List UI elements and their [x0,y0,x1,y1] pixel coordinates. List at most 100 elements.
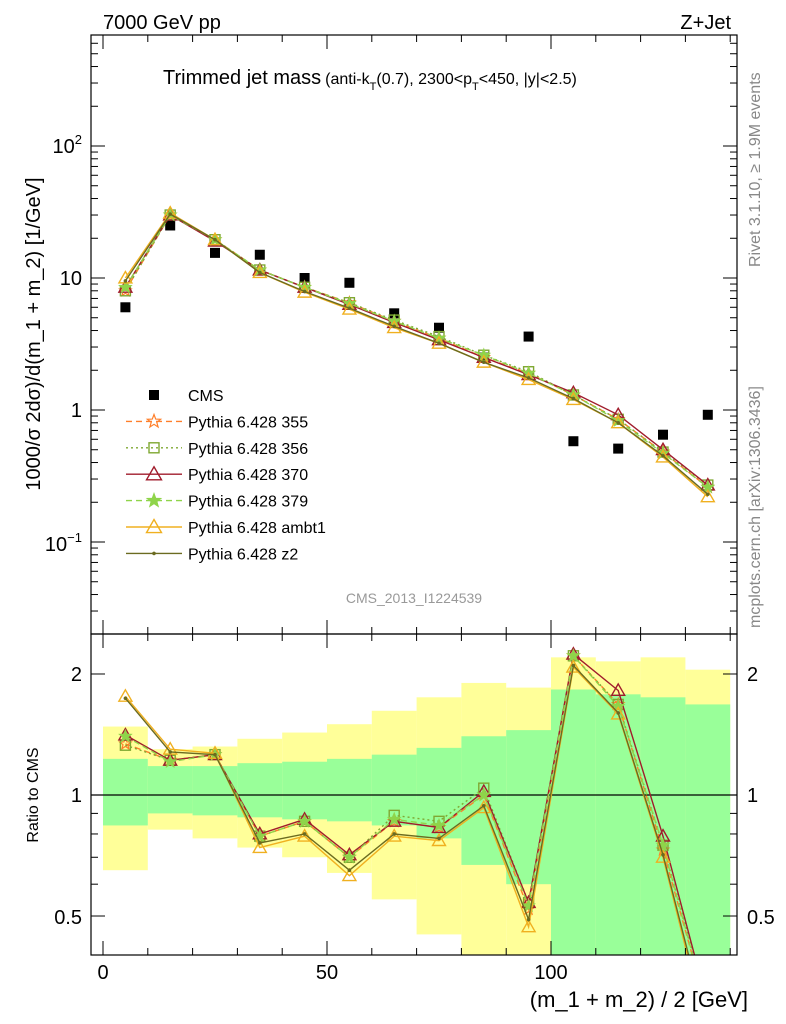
z2-marker [347,306,352,311]
cms-data-point [254,249,265,260]
p379-marker [118,728,133,743]
cms-data-point [702,409,713,420]
ambt1-marker [207,745,223,759]
ambt1-marker [610,414,626,429]
z2-marker [213,752,217,757]
uncertainty-band-inner [685,704,731,955]
z2-marker [616,420,620,425]
ambt1-marker [655,449,671,463]
ratio-y-tick-left-2: 2 [71,664,82,686]
ratio-z2-line [124,664,690,955]
x-tick-label-0: 0 [97,962,108,984]
ambt1-marker [655,849,671,863]
y-tick-label-10: 10 [60,268,82,290]
ratio-y-tick-right-2: 2 [747,664,758,686]
p370-marker [431,819,447,834]
z2-marker [123,279,128,283]
ambt1-marker [252,839,268,854]
z2-marker [661,852,665,857]
legend-ambt1-label: Pythia 6.428 ambt1 [188,520,326,537]
ambt1-marker [341,301,358,315]
y-tick-label-1: 1 [71,400,82,422]
cms-data-point [299,273,310,283]
z2-marker [526,376,531,380]
ambt1-marker [341,867,358,882]
ratio-y-tick-left-0.5: 0.5 [54,907,82,929]
cms-data-point [613,443,624,454]
p355-marker [145,412,163,429]
p379-marker [145,491,163,508]
ambt1-marker [117,688,134,702]
z2-marker [302,832,307,836]
ambt1-marker [565,659,582,673]
plot-title: Trimmed jet mass (anti-kT(0.7), 2300<pT<4… [163,67,577,93]
uncertainty-band-inner [551,689,596,955]
ratio-ticks [91,634,737,955]
y-tick-base: 10 [45,534,67,556]
legend-cms-marker [149,390,159,400]
source-label: mcplots.cern.ch [arXiv:1306.3436] [747,386,764,628]
x-axis-title: (m_1 + m_2) / 2 [GeV] [530,987,748,1012]
rivet-version-label: Rivet 3.1.10, ≥ 1.9M events [747,72,764,267]
main-y-ticks [91,35,737,634]
process-label: Z+Jet [680,12,731,34]
legend-entry-p355: Pythia 6.428 355 [126,412,308,431]
ambt1-marker [431,832,447,847]
ambt1-marker [162,205,178,219]
p379-marker [386,811,402,826]
z2-marker [706,492,710,497]
z2-marker [347,868,352,873]
title-note-1: (anti-k [325,71,370,88]
p370-marker [145,465,163,481]
uncertainty-band-inner [192,766,238,816]
legend-entry-p379: Pythia 6.428 379 [126,491,308,511]
legend-entry-cms: CMS [149,388,224,405]
beam-label: 7000 GeV pp [103,12,221,34]
x-tick-label-50: 50 [316,962,338,984]
p355-line [124,214,709,488]
ambt1-marker [207,231,223,246]
y-tick-exponent: −1 [67,530,82,545]
cms-data-point [658,429,668,440]
p356-line [124,214,709,486]
uncertainty-band-inner [282,761,327,820]
ratio-z2-series [123,663,690,955]
z2-marker [392,832,397,836]
main-panel: 10−1 1 10 102 1000/σ 2dσ)/d(m_1 + m_2) [… [23,34,738,635]
p379-marker [610,698,626,713]
z2-marker [482,360,486,365]
uncertainty-band-inner [327,758,372,822]
x-tick-label-100: 100 [534,962,567,984]
legend-cms-label: CMS [188,388,224,405]
z2-marker [616,711,620,715]
z2-series [123,212,710,497]
p379-marker [566,648,581,662]
p379-marker [162,753,178,769]
p379-marker [342,849,357,864]
legend-entry-z2: Pythia 6.428 z2 [126,546,298,563]
ratio-p356-line [125,654,695,955]
uncertainty-band-inner [103,758,148,826]
z2-marker [526,917,531,922]
p379-marker [476,787,492,802]
ambt1-marker [252,264,268,279]
z2-marker [168,750,172,754]
y-tick-label-100: 102 [53,132,82,158]
z2-marker [437,341,441,346]
legend-entry-p370: Pythia 6.428 370 [126,465,308,484]
y-tick-exponent: 2 [75,132,82,147]
z2-marker [168,212,172,216]
ratio-y-tick-right-0.5: 0.5 [747,907,775,929]
legend-p370-label: Pythia 6.428 370 [188,467,308,484]
z2-marker [437,836,441,841]
z2-marker [302,289,307,294]
legend-p355-label: Pythia 6.428 355 [188,414,308,431]
p379-marker [431,817,447,832]
ambt1-marker [610,706,626,720]
z2-marker [123,696,128,701]
z2-marker [571,663,576,668]
cms-series [120,220,713,454]
legend-p356-label: Pythia 6.428 356 [188,441,308,458]
p379-marker [297,813,312,828]
